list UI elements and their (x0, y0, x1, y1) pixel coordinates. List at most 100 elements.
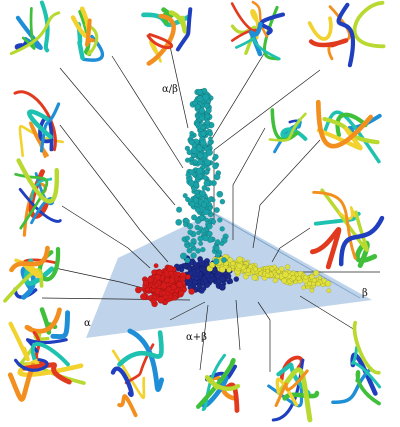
scatter-point (185, 274, 191, 280)
structure-thumbnail-13 (7, 358, 86, 402)
scatter-point (194, 190, 200, 195)
scatter-point (180, 252, 187, 260)
ribbon-segment (196, 357, 236, 409)
ribbon-segment (275, 377, 299, 407)
scatter-point (161, 290, 167, 296)
scatter-point (184, 257, 191, 264)
leader-line (257, 301, 271, 372)
scatter-point (326, 288, 332, 294)
scatter-point (175, 218, 183, 226)
ribbon-segment (271, 358, 305, 422)
scatter-point (184, 235, 190, 241)
scatter-point (212, 153, 219, 160)
scatter-point (176, 281, 184, 288)
alpha-cluster (134, 263, 195, 308)
scatter-point (188, 288, 195, 295)
scatter-point (199, 266, 204, 272)
ribbon-segment (27, 109, 53, 140)
scatter-point (205, 107, 212, 114)
scatter-point (142, 279, 149, 287)
scatter-point (199, 115, 205, 121)
scatter-point (150, 298, 157, 305)
scatter-point (251, 274, 258, 281)
scatter-point (190, 252, 197, 259)
scatter-point (211, 219, 217, 225)
scatter-point (282, 271, 289, 278)
scatter-point (197, 159, 204, 166)
structure-thumbnail-11 (309, 188, 385, 270)
leader-line (169, 45, 189, 129)
ribbon-segment (14, 39, 30, 51)
scatter-point (201, 201, 208, 208)
structure-thumbnail-3 (141, 7, 193, 66)
leader-line (199, 304, 209, 371)
scatter-point (147, 276, 154, 284)
ribbon-segment (7, 362, 36, 402)
scatter-point (189, 242, 195, 248)
scatter-point (284, 264, 291, 270)
scatter-point (153, 263, 159, 269)
structure-thumbnail-1 (9, 0, 61, 56)
ribbon-segment (251, 0, 269, 38)
ribbon-segment (17, 358, 84, 377)
ribbon-segment (338, 215, 385, 267)
structure-thumbnail-15 (196, 353, 241, 413)
scatter-point (184, 240, 190, 246)
leader-line (271, 227, 311, 263)
scatter-point (265, 268, 270, 274)
scatter-point (199, 190, 206, 197)
ribbon-segment (352, 320, 381, 375)
scatter-point (188, 139, 195, 146)
leader-line (299, 295, 356, 331)
scatter-point (182, 286, 188, 292)
scatter-point (209, 261, 216, 268)
structure-thumbnail-2 (70, 6, 105, 62)
ribbon-segment (18, 187, 62, 223)
scatter-point (194, 103, 201, 110)
scatter-point (198, 241, 204, 246)
structure-thumbnail-16 (267, 355, 320, 423)
scatter-point (200, 246, 206, 253)
ribbon-segment (39, 0, 50, 53)
ribbon-segment (18, 124, 64, 157)
scatter-point (303, 274, 309, 280)
scatter-point (202, 235, 209, 242)
scatter-point (203, 159, 211, 166)
scatter-point (194, 275, 200, 281)
scatter-point (313, 270, 320, 277)
scatter-point (215, 252, 221, 258)
scatter-point (207, 139, 213, 145)
leader-line (235, 299, 241, 351)
scatter-point (206, 223, 213, 230)
scatter-point (203, 278, 208, 284)
scatter-point (212, 163, 219, 170)
ribbon-segment (234, 37, 281, 61)
ribbon-segment (117, 394, 138, 418)
scatter-point (219, 266, 226, 273)
scatter-point (160, 282, 168, 290)
structure-thumbnail-17 (331, 320, 382, 406)
scatter-point (196, 95, 204, 102)
scatter-point (202, 208, 210, 216)
scatter-point (196, 282, 202, 288)
scatter-point (317, 275, 323, 280)
ribbon-segment (352, 0, 386, 49)
scatter-point (219, 283, 226, 290)
scatter-point (269, 266, 275, 272)
scatter-point (219, 241, 225, 247)
ribbon-segment (268, 112, 307, 142)
scatter-point (221, 257, 227, 263)
ribbon-segment (8, 321, 30, 362)
alpha-beta-axis-label: α/β (162, 84, 178, 95)
scatter-point (176, 206, 183, 213)
scatter-point (166, 265, 174, 272)
structure-thumbnail-9 (268, 108, 308, 154)
structure-thumbnail-12 (8, 307, 71, 371)
ribbon-segment (309, 227, 342, 270)
scatter-point (182, 193, 188, 199)
ribbon-segment (50, 310, 71, 340)
structure-thumbnail-4 (230, 0, 285, 61)
plane-edge (213, 213, 361, 299)
ribbon-segment (355, 370, 381, 406)
